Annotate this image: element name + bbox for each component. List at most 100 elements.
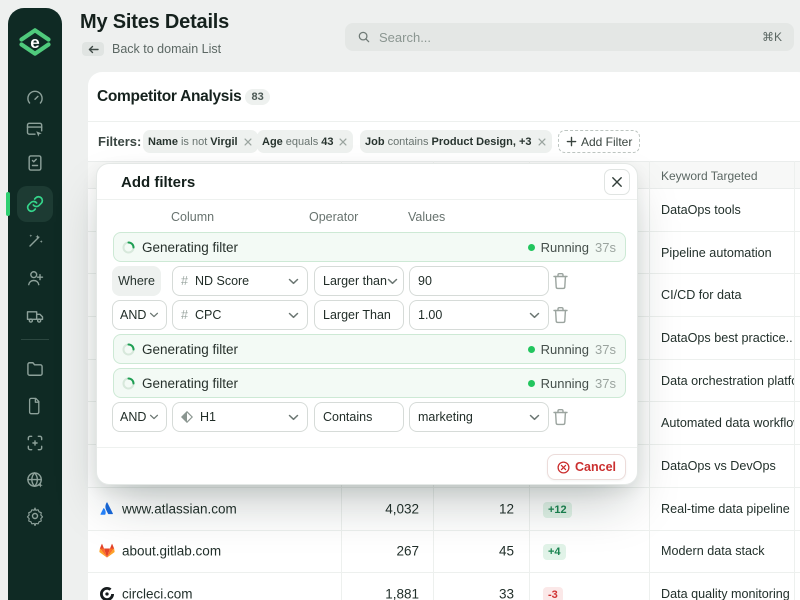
chip-operator: contains <box>387 135 429 148</box>
elapsed-time: 37s <box>595 375 616 391</box>
operator-input[interactable]: Larger Than <box>314 300 404 330</box>
filters-bar: Filters: Name is not Virgil Age equals 4… <box>88 122 800 161</box>
sidebar-item-tasks checklist-icon[interactable] <box>25 153 45 173</box>
app-logo eye-logo[interactable]: e <box>18 28 52 61</box>
column-divider <box>794 161 795 600</box>
back-link[interactable]: Back to domain List <box>112 42 222 56</box>
operator-input[interactable]: Contains <box>314 402 404 432</box>
table-row-circleci[interactable]: circleci.com 1,881 33 -3 Data quality mo… <box>88 573 800 600</box>
delete-row-button trash-icon[interactable] <box>552 272 569 290</box>
chevron-down-icon <box>288 414 299 421</box>
circleci-logo <box>99 586 115 600</box>
sidebar-item-magic wand-icon[interactable] <box>25 231 45 251</box>
operator-label: Operator <box>309 210 359 224</box>
sidebar-item-projects folder-icon[interactable] <box>25 359 45 379</box>
search-input[interactable] <box>379 29 754 45</box>
remove-filter-icon[interactable] <box>243 137 253 147</box>
close-button[interactable] <box>604 169 630 195</box>
spinner-icon <box>122 342 135 356</box>
keyword-cell: Modern data stack <box>661 544 765 559</box>
svg-text:e: e <box>30 33 39 52</box>
filter-condition-row: Where # ND Score Larger than 90 <box>97 266 637 296</box>
close-icon <box>612 177 622 187</box>
count-badge: 83 <box>245 89 270 105</box>
active-nav-accent-bar <box>6 192 10 216</box>
column-select[interactable]: # CPC <box>172 300 308 330</box>
metric-cell: 12 <box>498 501 514 517</box>
operator-select[interactable]: Larger than <box>314 266 404 296</box>
column-divider <box>649 161 650 600</box>
back-button[interactable] <box>82 42 104 56</box>
where-text: Where <box>118 274 155 288</box>
add-filter-button[interactable]: Add Filter <box>558 130 641 153</box>
chip-operator: equals <box>285 135 319 148</box>
remove-filter-icon[interactable] <box>537 137 547 147</box>
column-select[interactable]: # ND Score <box>172 266 308 296</box>
change-badge-cell: +12 <box>543 500 572 518</box>
sidebar-item-web globe-icon[interactable] <box>25 470 45 490</box>
filter-chip-age[interactable]: Age equals 43 <box>257 130 354 153</box>
change-badge: +4 <box>543 544 566 561</box>
domain-cell: about.gitlab.com <box>122 543 222 559</box>
remove-filter-icon[interactable] <box>338 137 348 147</box>
generating-label: Generating filter <box>142 239 239 255</box>
column-label: Column <box>171 210 215 224</box>
value-select[interactable]: 1.00 <box>409 300 549 330</box>
keyword-cell: CI/CD for data <box>661 288 742 303</box>
sidebar-item-scan scan-plus-icon[interactable] <box>25 433 45 453</box>
chip-value: 43 <box>321 135 334 148</box>
active-nav-highlight <box>17 186 53 222</box>
change-badge-cell: +4 <box>543 542 566 561</box>
sidebar-item-settings settings-icon[interactable] <box>25 506 45 526</box>
operator-value-text: Larger Than <box>323 308 391 322</box>
value-select[interactable]: marketing <box>409 402 549 432</box>
running-dot <box>527 345 535 353</box>
keyword-cell: DataOps vs DevOps <box>661 458 776 473</box>
domain-cell: circleci.com <box>122 586 193 600</box>
running-status: Running <box>540 341 590 357</box>
keyword-cell: Pipeline automation <box>661 245 772 260</box>
column-value-text: ND Score <box>194 274 250 288</box>
delete-row-button trash-icon[interactable] <box>552 408 569 426</box>
global-search[interactable]: ⌘K <box>345 23 794 51</box>
modal-title: Add filters <box>121 174 196 191</box>
value-text: 1.00 <box>418 308 443 322</box>
table-row-gitlab[interactable]: about.gitlab.com 267 45 +4 Modern data s… <box>88 531 800 574</box>
chevron-down-icon <box>149 312 159 318</box>
chip-field: Age <box>262 135 283 148</box>
sidebar-item-sites browser-cursor-icon[interactable] <box>25 120 45 140</box>
chip-value: Virgil <box>210 135 238 148</box>
sidebar-item-delivery truck-icon[interactable] <box>25 306 45 326</box>
keyword-cell: Automated data workflows <box>661 416 794 431</box>
sidebar-item-dashboard gauge-icon[interactable] <box>25 88 45 108</box>
values-label: Values <box>408 210 446 224</box>
logic-operator-text: AND <box>120 410 147 424</box>
chip-field: Name <box>148 135 178 148</box>
column-value-text: CPC <box>194 308 222 322</box>
filter-chip-job[interactable]: Job contains Product Design, +3 <box>360 130 552 153</box>
filter-chip-name[interactable]: Name is not Virgil <box>143 130 258 153</box>
table-row-atlassian[interactable]: www.atlassian.com 4,032 12 +12 Real-time… <box>88 488 800 531</box>
sidebar-item-invite user-plus-icon[interactable] <box>25 268 45 288</box>
modal-footer: Cancel <box>97 447 637 486</box>
sidebar-item-documents file-icon[interactable] <box>25 396 45 416</box>
elapsed-time: 37s <box>595 341 616 357</box>
running-dot <box>527 379 535 387</box>
logic-select[interactable]: AND <box>112 402 167 432</box>
panel-title: Competitor Analysis <box>97 87 242 105</box>
change-badge: -3 <box>543 587 563 600</box>
delete-row-button trash-icon[interactable] <box>552 306 569 324</box>
chevron-down-icon <box>529 312 540 319</box>
column-header-keyword-targeted: Keyword Targeted <box>661 169 758 183</box>
cancel-button[interactable]: Cancel <box>547 454 626 480</box>
generating-label: Generating filter <box>142 341 239 357</box>
chip-field: Job <box>365 135 385 148</box>
value-input[interactable]: 90 <box>409 266 549 296</box>
logic-select[interactable]: AND <box>112 300 167 330</box>
sidebar: e <box>6 8 62 600</box>
chip-operator: is not <box>180 135 208 148</box>
table-row[interactable]: DataOps vs DevOps <box>88 445 800 488</box>
sidebar-item-links link-icon[interactable] <box>25 194 45 214</box>
column-select[interactable]: H1 <box>172 402 308 432</box>
page-title: My Sites Details <box>80 11 230 33</box>
